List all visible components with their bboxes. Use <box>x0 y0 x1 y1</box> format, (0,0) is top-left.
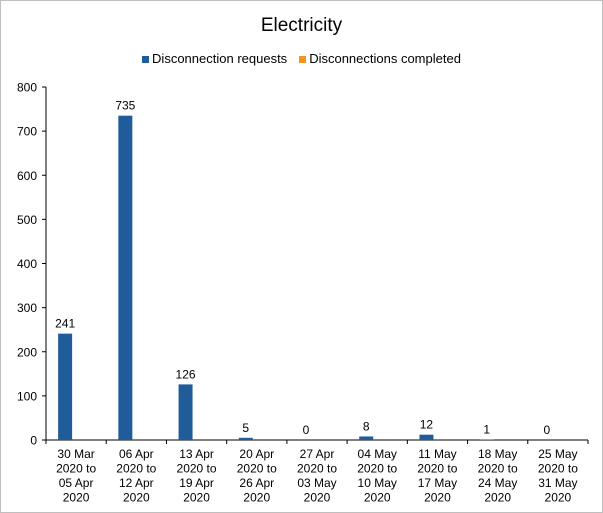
y-tick-label: 800 <box>17 81 37 95</box>
legend-item-disconnections-completed: Disconnections completed <box>299 51 461 67</box>
x-tick-label: 04 May 2020 to 10 May 2020 <box>357 447 397 505</box>
bar-disconnection-requests <box>419 434 434 440</box>
x-tick-label-line: 2020 to <box>237 462 277 476</box>
x-tick-label-line: 03 May <box>297 476 336 490</box>
x-tick-label-line: 2020 <box>243 491 270 505</box>
y-tick-label: 0 <box>30 434 37 448</box>
y-tick-label: 400 <box>17 257 37 271</box>
x-tick-label-line: 2020 <box>364 491 391 505</box>
chart-title: Electricity <box>260 15 343 36</box>
x-tick-label-line: 12 Apr <box>119 476 154 490</box>
x-tick-label-line: 2020 to <box>417 462 457 476</box>
x-tick-label: 06 Apr 2020 to 12 Apr 2020 <box>116 447 156 505</box>
x-tick-label-line: 06 Apr <box>119 447 154 461</box>
x-tick-label: 18 May 2020 to 24 May 2020 <box>478 447 518 505</box>
bar-disconnection-requests <box>58 333 73 440</box>
y-tick-label: 500 <box>17 213 37 227</box>
x-tick-label-line: 13 Apr <box>179 447 214 461</box>
x-tick-label-line: 2020 to <box>116 462 156 476</box>
x-tick-label: 13 Apr 2020 to 19 Apr 2020 <box>177 447 217 505</box>
x-tick-label-line: 19 Apr <box>179 476 214 490</box>
x-tick-label-line: 2020 <box>545 491 572 505</box>
x-tick-label: 11 May 2020 to 17 May 2020 <box>417 447 457 505</box>
data-label-disconnection-requests: 0 <box>544 423 551 437</box>
x-tick-label-line: 2020 to <box>177 462 217 476</box>
x-tick-label-line: 2020 <box>183 491 210 505</box>
chart-legend: Disconnection requests Disconnections co… <box>0 51 603 67</box>
x-tick-label-line: 2020 to <box>538 462 578 476</box>
data-label-disconnection-requests: 126 <box>176 367 196 381</box>
x-tick-label-line: 2020 to <box>297 462 337 476</box>
x-tick-label: 25 May 2020 to 31 May 2020 <box>538 447 578 505</box>
x-tick-label-line: 11 May <box>418 447 456 461</box>
x-tick-label: 30 Mar 2020 to 05 Apr 2020 <box>56 447 96 505</box>
x-tick-label-line: 2020 <box>424 491 451 505</box>
data-label-disconnection-requests: 12 <box>420 418 434 432</box>
bar-disconnection-requests <box>359 436 374 440</box>
x-tick-label-line: 2020 <box>123 491 150 505</box>
data-label-disconnection-requests: 1 <box>483 423 490 437</box>
legend-label-completed: Disconnections completed <box>309 51 461 66</box>
x-tick-label-line: 04 May <box>358 447 397 461</box>
x-tick-label-line: 18 May <box>478 447 517 461</box>
data-label-disconnection-requests: 0 <box>303 423 310 437</box>
legend-swatch-completed <box>299 55 307 63</box>
x-tick-label-line: 10 May <box>358 476 397 490</box>
x-tick-label-line: 25 May <box>538 447 577 461</box>
bar-disconnection-requests <box>178 384 193 440</box>
x-tick-label-line: 05 Apr <box>59 476 94 490</box>
y-tick-label: 300 <box>17 301 37 315</box>
x-tick-label: 27 Apr 2020 to 03 May 2020 <box>297 447 337 505</box>
data-label-disconnection-requests: 5 <box>242 421 249 435</box>
x-tick-label-line: 17 May <box>418 476 457 490</box>
data-label-disconnection-requests: 735 <box>115 99 135 113</box>
bar-disconnection-requests <box>118 115 133 441</box>
y-tick-label: 600 <box>17 169 37 183</box>
x-tick-label-line: 27 Apr <box>300 447 335 461</box>
x-tick-label-line: 20 Apr <box>239 447 274 461</box>
data-label-disconnection-requests: 8 <box>363 419 370 433</box>
x-tick-label-line: 24 May <box>478 476 517 490</box>
legend-swatch-requests <box>142 55 150 63</box>
legend-label-requests: Disconnection requests <box>152 51 288 66</box>
y-tick-label: 700 <box>17 125 37 139</box>
x-tick-label-line: 2020 to <box>56 462 96 476</box>
x-tick-label: 20 Apr 2020 to 26 Apr 2020 <box>237 447 277 505</box>
x-tick-label-line: 26 Apr <box>239 476 274 490</box>
x-tick-label-line: 31 May <box>538 476 577 490</box>
y-tick-label: 100 <box>17 389 37 403</box>
x-tick-label-line: 2020 to <box>357 462 397 476</box>
x-tick-label-line: 2020 <box>484 491 511 505</box>
x-tick-label-line: 2020 to <box>478 462 518 476</box>
x-tick-label-line: 2020 <box>304 491 331 505</box>
y-tick-label: 200 <box>17 345 37 359</box>
data-label-disconnection-requests: 241 <box>55 317 75 331</box>
x-tick-label-line: 2020 <box>63 491 90 505</box>
legend-item-disconnection-requests: Disconnection requests <box>142 51 287 67</box>
x-tick-label-line: 30 Mar <box>57 447 94 461</box>
bar-disconnection-requests <box>238 437 253 440</box>
